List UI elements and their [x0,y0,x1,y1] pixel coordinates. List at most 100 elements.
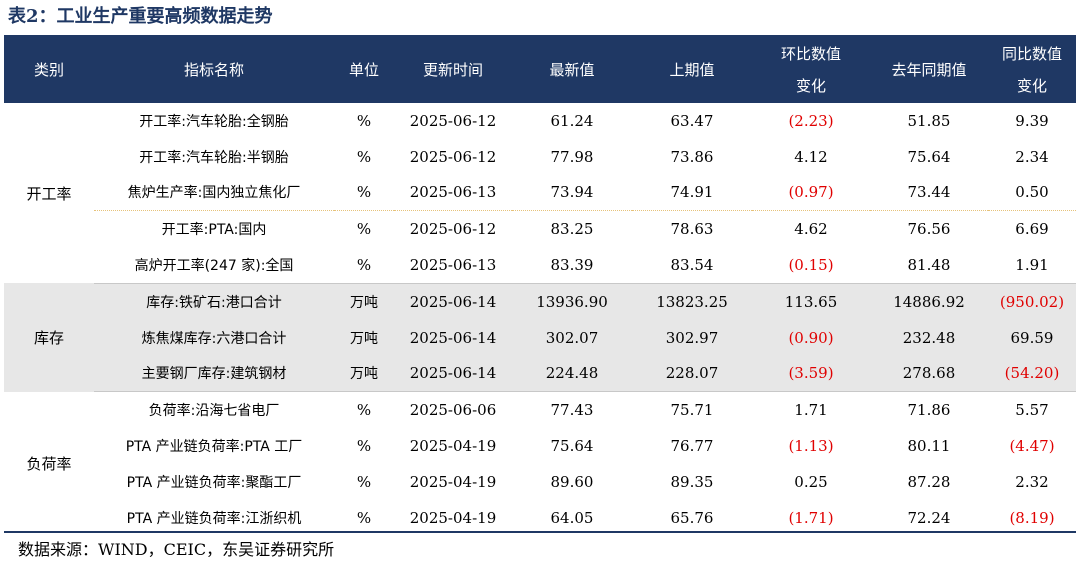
table-row: 库存 库存:铁矿石:港口合计 万吨 2025-06-14 13936.90 13823.2… [4,283,1076,392]
table-row: 开工率 开工率:汽车轮胎:全钢胎% 2025-06-12 61.24 63.47 (2.2… [4,103,1076,203]
mom-change-cell: 1.71 [794,401,828,420]
year-ago-value-cell: 278.68 [870,355,988,393]
column-header: 最新值 [512,37,632,103]
column-header-text: 同比数值 [1001,45,1062,63]
latest-value-cell: 64.05 [550,508,594,527]
column-header-text: 类别 [33,61,64,79]
column-header: 类别 [4,37,94,103]
previous-value-cell: 89.35 [670,472,714,491]
year-ago-value-cell: 80.11 [907,437,951,456]
latest-value-cell: 302.07 [512,319,632,356]
year-ago-value-cell: 232.48 [870,319,988,356]
previous-value-cell: 74.91 [632,174,752,212]
indicator-name-cell: 主要钢厂库存:建筑钢材 [94,355,334,393]
table-row: PTA 产业链负荷率:聚酯工厂% 2025-04-19 89.60 89.35 0.25… [4,464,1076,500]
column-header: 环比数值 变化 [752,37,870,103]
previous-value-cell: 63.47 [670,111,714,130]
previous-value-cell: 228.07 [632,355,752,393]
yoy-change-cell: 2.32 [1015,472,1049,491]
yoy-change-cell: (950.02) [988,283,1076,320]
latest-value-cell: 61.24 [550,111,594,130]
date-cell: 2025-06-12 [409,220,497,239]
yoy-change-cell: 1.91 [988,247,1076,284]
date-cell: 2025-06-12 [409,147,497,166]
latest-value-cell: 73.94 [512,174,632,212]
column-header-text: 指标名称 [183,61,244,79]
latest-value-cell: 77.98 [550,147,594,166]
source-note: 数据来源：WIND，CEIC，东吴证券研究所 [18,540,335,559]
unit-cell: 万吨 [334,355,394,393]
year-ago-value-cell: 51.85 [907,111,951,130]
table-row: 焦炉生产率:国内独立焦化厂% 2025-06-13 73.94 74.91 (0.97)… [4,174,1076,212]
table-title: 表2：工业生产重要高频数据走势 [8,6,273,27]
column-header: 指标名称 [94,37,334,103]
yoy-change-cell: (54.20) [988,355,1076,393]
indicator-name-cell: 负荷率:沿海七省电厂 [148,403,280,420]
column-header: 单位 [334,37,394,103]
yoy-change-cell: 5.57 [1015,401,1049,420]
column-header-text: 去年同期值 [891,61,967,79]
date-cell: 2025-06-14 [394,319,512,356]
table-row: 高炉开工率(247 家):全国% 2025-06-13 83.39 83.54 (0.1… [4,247,1076,284]
date-cell: 2025-06-12 [409,111,497,130]
unit-cell: % [334,174,394,212]
latest-value-cell: 83.25 [550,220,594,239]
unit-cell: % [356,508,372,527]
previous-value-cell: 73.86 [670,147,714,166]
indicator-name-cell: 焦炉生产率:国内独立焦化厂 [94,174,334,212]
date-cell: 2025-04-19 [409,508,497,527]
indicator-name-cell: PTA 产业链负荷率:聚酯工厂 [126,474,302,491]
header-row: 类别 指标名称 单位 更新时间 最新值 上期值 环比数值 变化 去年同期值 同比数值变化 [4,37,1076,103]
previous-value-cell: 76.77 [670,437,714,456]
yoy-change-cell: 0.50 [988,174,1076,212]
previous-value-cell: 65.76 [670,508,714,527]
unit-cell: % [356,220,372,239]
data-table: 类别 指标名称 单位 更新时间 最新值 上期值 环比数值 变化 去年同期值 同比数值 变化 开工率开… [4,37,1076,536]
latest-value-cell: 83.39 [512,247,632,284]
table-row: 开工率:汽车轮胎:半钢胎% 2025-06-12 77.98 73.86 4.12 75.… [4,139,1076,175]
latest-value-cell: 224.48 [512,355,632,393]
indicator-name-cell: PTA 产业链负荷率:江浙织机 [126,510,302,527]
column-header-text: 上期值 [669,61,715,79]
indicator-name-cell: 开工率:汽车轮胎:半钢胎 [139,149,289,166]
previous-value-cell: 13823.25 [632,283,752,320]
bottom-rule [4,531,1076,533]
column-header-text: 变化 [1016,77,1047,95]
previous-value-cell: 75.71 [670,401,714,420]
column-header-text: 最新值 [549,61,595,79]
year-ago-value-cell: 81.48 [870,247,988,284]
yoy-change-cell: 9.39 [1015,111,1049,130]
year-ago-value-cell: 87.28 [907,472,951,491]
column-header-text: 更新时间 [422,61,483,79]
top-rule [4,35,1076,37]
table-body: 开工率 开工率:汽车轮胎:全钢胎% 2025-06-12 61.24 63.47 (2.2… [4,103,1076,536]
table-row: 负荷率 负荷率:沿海七省电厂% 2025-06-06 77.43 75.71 1.71 71… [4,392,1076,473]
table-row: PTA 产业链负荷率:PTA 工厂% 2025-04-19 75.64 76.77 (1… [4,428,1076,464]
mom-change-cell: (1.71) [788,508,834,527]
year-ago-value-cell: 75.64 [907,147,951,166]
unit-cell: % [356,111,372,130]
previous-value-cell: 83.54 [632,247,752,284]
date-cell: 2025-04-19 [409,472,497,491]
mom-change-cell: (3.59) [752,355,870,393]
year-ago-value-cell: 72.24 [907,508,951,527]
column-header: 更新时间 [394,37,512,103]
unit-cell: % [334,247,394,284]
latest-value-cell: 89.60 [550,472,594,491]
category-cell: 库存 [4,283,94,392]
table-row: 炼焦煤库存:六港口合计 万吨 2025-06-14 302.07 302.97 (0.90… [4,319,1076,356]
mom-change-cell: (1.13) [788,437,834,456]
indicator-name-cell: PTA 产业链负荷率:PTA 工厂 [125,439,303,456]
date-cell: 2025-06-13 [394,247,512,284]
year-ago-value-cell: 76.56 [907,220,951,239]
mom-change-cell: 113.65 [752,283,870,320]
date-cell: 2025-04-19 [409,437,497,456]
year-ago-value-cell: 14886.92 [870,283,988,320]
date-cell: 2025-06-13 [394,174,512,212]
table-row: 开工率:PTA:国内% 2025-06-12 83.25 78.63 4.62 76.56… [4,211,1076,247]
unit-cell: % [356,401,372,420]
mom-change-cell: (0.90) [752,319,870,356]
unit-cell: 万吨 [334,283,394,320]
unit-cell: 万吨 [334,319,394,356]
yoy-change-cell: 2.34 [1015,147,1049,166]
